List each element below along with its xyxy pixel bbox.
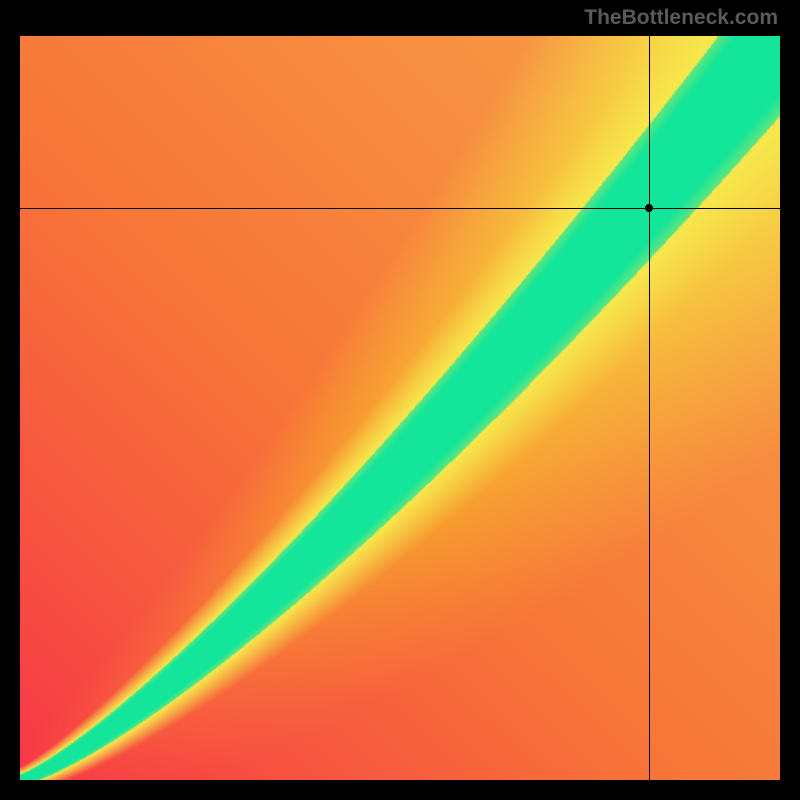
heatmap-canvas [20, 36, 780, 780]
crosshair-marker [645, 204, 653, 212]
crosshair-vertical [649, 36, 650, 780]
crosshair-horizontal [20, 208, 780, 209]
bottleneck-heatmap [20, 36, 780, 780]
watermark-text: TheBottleneck.com [584, 6, 778, 30]
